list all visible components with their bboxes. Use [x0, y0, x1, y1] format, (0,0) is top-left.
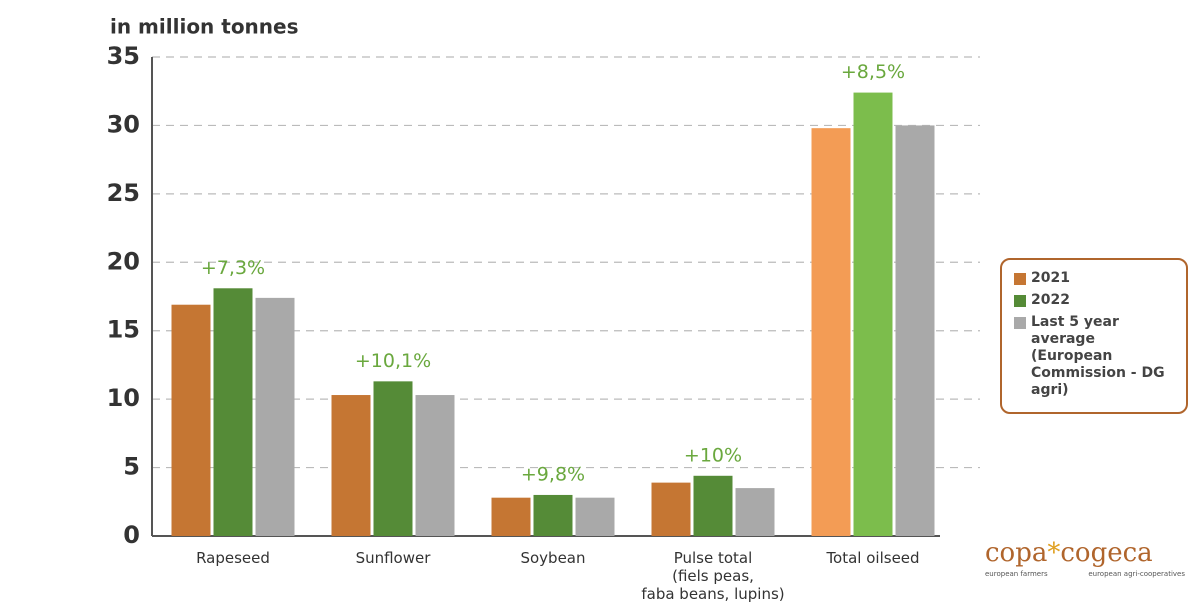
legend-label: 2022 — [1031, 292, 1070, 309]
logo-subtext: european agri-cooperatives — [1088, 570, 1185, 578]
y-tick-label: 15 — [107, 316, 140, 344]
bar — [812, 128, 851, 536]
y-tick-label: 25 — [107, 179, 140, 207]
legend-swatch — [1014, 317, 1026, 329]
x-tick-label: Pulse total (fiels peas, faba beans, lup… — [633, 549, 793, 603]
page: {"chart_data": {"type": "bar", "y_label"… — [0, 0, 1195, 611]
bar — [736, 488, 775, 536]
y-tick-label: 5 — [123, 453, 140, 481]
y-tick-label: 30 — [107, 110, 140, 138]
y-tick-label: 35 — [107, 42, 140, 70]
logo-text: copa — [985, 538, 1047, 568]
y-tick-label: 20 — [107, 247, 140, 275]
y-tick-label: 10 — [107, 384, 140, 412]
bar — [256, 298, 295, 536]
x-tick-label: Soybean — [473, 549, 633, 567]
legend-item: 2022 — [1014, 292, 1176, 309]
bar — [214, 288, 253, 536]
logo-star: * — [1047, 538, 1060, 568]
x-tick-label: Total oilseed — [793, 549, 953, 567]
bar — [492, 498, 531, 536]
logo-text: cogeca — [1060, 538, 1152, 568]
growth-label: +8,5% — [841, 61, 905, 83]
bar — [576, 498, 615, 536]
bar — [854, 93, 893, 536]
logo: copa*cogeca european farmers european agr… — [985, 538, 1185, 578]
growth-label: +10% — [684, 444, 742, 466]
bar — [534, 495, 573, 536]
growth-label: +9,8% — [521, 463, 585, 485]
y-tick-label: 0 — [123, 521, 140, 549]
x-tick-label: Sunflower — [313, 549, 473, 567]
x-tick-label: Rapeseed — [153, 549, 313, 567]
bar — [332, 395, 371, 536]
bar — [652, 483, 691, 536]
legend-label: 2021 — [1031, 270, 1070, 287]
legend: 2021 2022 Last 5 year average (European Co… — [1000, 258, 1188, 414]
growth-label: +10,1% — [355, 350, 431, 372]
legend-swatch — [1014, 295, 1026, 307]
bar — [416, 395, 455, 536]
legend-item: Last 5 year average (European Commission… — [1014, 314, 1176, 399]
bar — [896, 125, 935, 536]
growth-label: +7,3% — [201, 257, 265, 279]
legend-swatch — [1014, 273, 1026, 285]
bar — [694, 476, 733, 536]
legend-item: 2021 — [1014, 270, 1176, 287]
bar — [172, 305, 211, 536]
legend-label: Last 5 year average (European Commission… — [1031, 314, 1176, 399]
axis-title: in million tonnes — [110, 15, 299, 39]
bar — [374, 381, 413, 536]
logo-subtext: european farmers — [985, 570, 1048, 578]
